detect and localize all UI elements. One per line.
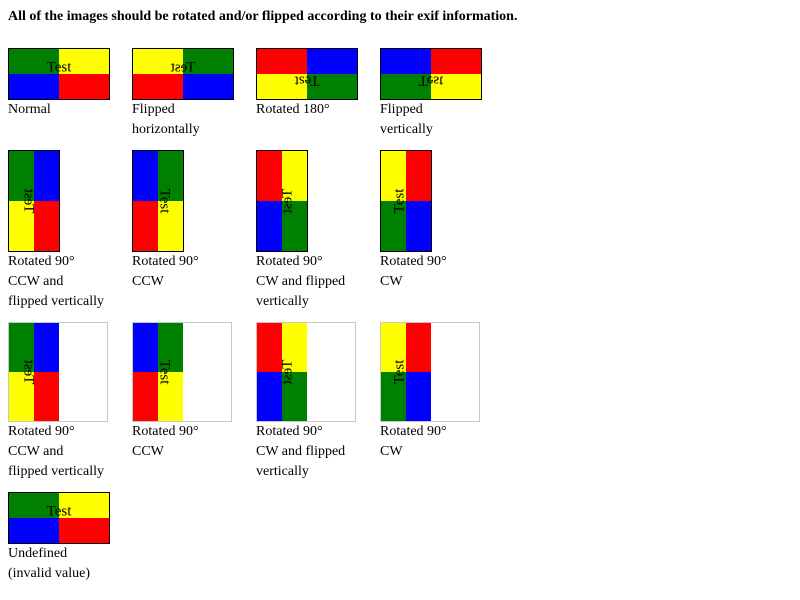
test-image: Test — [8, 48, 110, 100]
test-image: Test — [380, 322, 480, 422]
image-rotated-ccw-flipped-vertically: Test Rotated 90° CCW and flipped vertica… — [8, 150, 118, 312]
image-text: Test — [46, 59, 72, 76]
image-caption: Rotated 90° CCW — [132, 424, 199, 459]
image-caption: Undefined (invalid value) — [8, 546, 91, 581]
image-text: Test — [46, 503, 72, 520]
image-flipped-horizontally: Test Flipped horizontally — [132, 48, 242, 140]
test-image: Test — [256, 48, 358, 100]
image-rotated-180: Test Rotated 180° — [256, 48, 366, 120]
image-text: Test — [279, 188, 296, 214]
image-rotated-ccw: Test Rotated 90° CCW — [132, 150, 242, 292]
image-text: Test — [20, 188, 37, 214]
image-caption: Normal — [8, 102, 51, 117]
image-caption: Rotated 90° CCW and flipped vertically — [8, 424, 105, 479]
image-caption: Rotated 180° — [256, 102, 330, 117]
image-flipped-vertically: Test Flipped vertically — [380, 48, 490, 140]
image-text: Test — [20, 359, 37, 385]
image-normal: Test Normal — [8, 48, 118, 120]
image-rotated-cw: Test Rotated 90° CW — [380, 150, 490, 292]
image-text: Test — [279, 359, 296, 385]
image-text: Test — [170, 59, 196, 76]
image-caption: Flipped vertically — [380, 102, 433, 137]
image-text: Test — [391, 188, 408, 214]
test-image: Test — [256, 150, 308, 252]
image-text: Test — [418, 72, 444, 89]
image-caption: Flipped horizontally — [132, 102, 200, 137]
image-text: Test — [294, 72, 320, 89]
test-image: Test — [132, 150, 184, 252]
test-image: Test — [8, 150, 60, 252]
test-image: Test — [380, 150, 432, 252]
image-rotated-cw-flipped-vertically: Test Rotated 90° CW and flipped vertical… — [256, 150, 366, 312]
test-image: Test — [256, 322, 356, 422]
image-rotated-cw-box: Test Rotated 90° CW — [380, 322, 490, 462]
test-image: Test — [8, 322, 108, 422]
image-caption: Rotated 90° CCW — [132, 254, 199, 289]
image-text: Test — [391, 359, 408, 385]
image-rotated-ccw-flipped-vertically-box: Test Rotated 90° CCW and flipped vertica… — [8, 322, 118, 482]
image-caption: Rotated 90° CW and flipped vertically — [256, 254, 346, 309]
image-caption: Rotated 90° CW — [380, 424, 447, 459]
test-image: Test — [132, 48, 234, 100]
image-text: Test — [156, 188, 173, 214]
test-image: Test — [380, 48, 482, 100]
test-image: Test — [8, 492, 110, 544]
image-text: Test — [156, 359, 173, 385]
image-rotated-ccw-box: Test Rotated 90° CCW — [132, 322, 242, 462]
page-heading: All of the images should be rotated and/… — [8, 9, 518, 24]
image-rotated-cw-flipped-vertically-box: Test Rotated 90° CW and flipped vertical… — [256, 322, 366, 482]
image-caption: Rotated 90° CCW and flipped vertically — [8, 254, 105, 309]
image-undefined: Test Undefined (invalid value) — [8, 492, 118, 584]
test-image: Test — [132, 322, 232, 422]
image-caption: Rotated 90° CW — [380, 254, 447, 289]
image-caption: Rotated 90° CW and flipped vertically — [256, 424, 346, 479]
